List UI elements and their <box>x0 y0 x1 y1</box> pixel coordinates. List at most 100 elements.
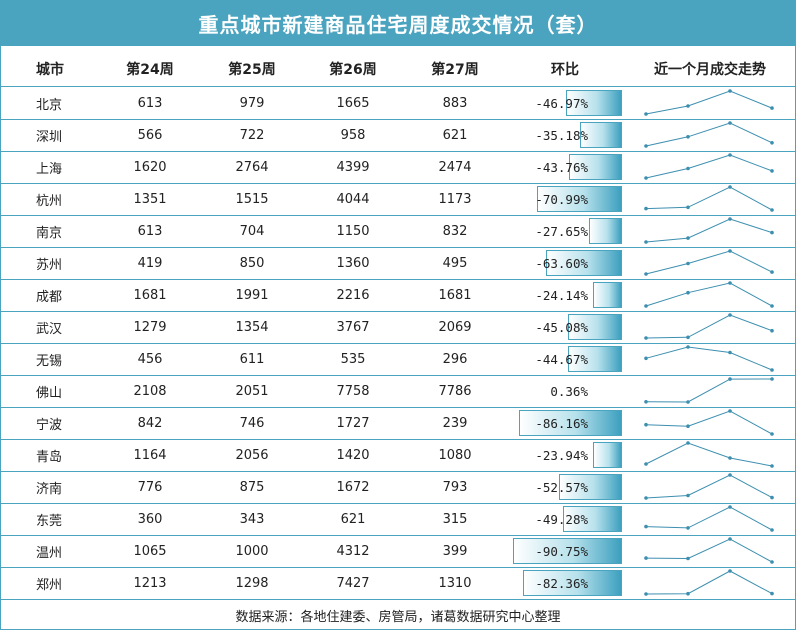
header-city: 城市 <box>36 62 64 78</box>
week-value-cell: 1354 <box>235 319 269 335</box>
change-bar <box>558 474 622 500</box>
change-percent: -46.97% <box>535 95 588 111</box>
trend-sparkline <box>644 217 774 244</box>
trend-point <box>686 591 690 596</box>
trend-point <box>770 377 774 381</box>
trend-point <box>686 166 690 171</box>
trend-line <box>645 250 773 275</box>
trend-line <box>645 154 773 179</box>
city-cell: 宁波 <box>36 417 63 433</box>
trend-point <box>728 569 732 573</box>
city-cell: 南京 <box>36 225 63 241</box>
table-row: 青岛 1164 2056 1420 1080 -23.94% <box>0 439 796 472</box>
week-value-cell: 7427 <box>336 575 370 591</box>
week-value-cell: 535 <box>340 351 366 367</box>
week-value-cell: 1351 <box>133 191 167 207</box>
table-row: 成都 1681 1991 2216 1681 -24.14% <box>0 279 796 312</box>
week-value-cell: 1420 <box>336 447 370 463</box>
week-value-cell: 875 <box>239 479 265 495</box>
change-bar <box>569 154 622 180</box>
change-percent: -43.76% <box>535 159 588 175</box>
table-header: 城市 第24周 第25周 第26周 第27周 环比 近一个月成交走势 <box>0 52 796 87</box>
trend-point <box>770 304 774 308</box>
week-value-cell: 419 <box>137 255 163 271</box>
week-value-cell: 793 <box>442 479 468 495</box>
trend-point <box>644 272 648 276</box>
trend-point <box>686 441 690 445</box>
change-percent: -70.99% <box>535 191 588 207</box>
trend-sparkline <box>644 569 774 596</box>
week-value-cell: 1620 <box>133 159 167 175</box>
week-value-cell: 1515 <box>235 191 269 207</box>
trend-line <box>645 410 773 435</box>
trend-point <box>644 304 648 308</box>
week-value-cell: 4312 <box>336 543 370 559</box>
trend-point <box>686 335 690 340</box>
week-value-cell: 613 <box>137 223 163 239</box>
trend-point <box>644 556 648 560</box>
header-change: 环比 <box>551 62 579 78</box>
change-percent: -82.36% <box>535 575 588 591</box>
header-week25: 第25周 <box>228 62 276 78</box>
trend-line <box>645 474 773 499</box>
change-bar <box>593 442 622 468</box>
trend-point <box>644 144 648 148</box>
week-value-cell: 746 <box>239 415 265 431</box>
trend-point <box>686 400 690 404</box>
change-percent: -90.75% <box>535 543 588 559</box>
change-bar <box>562 506 622 532</box>
trend-point <box>686 493 690 498</box>
table-row: 南京 613 704 1150 832 -27.65% <box>0 215 796 248</box>
week-value-cell: 456 <box>137 351 163 367</box>
trend-point <box>644 112 648 116</box>
change-percent: -24.14% <box>535 287 588 303</box>
trend-point <box>770 141 774 145</box>
trend-line <box>645 90 773 115</box>
city-cell: 武汉 <box>36 321 63 337</box>
trend-line <box>645 282 773 307</box>
trend-point <box>770 432 774 436</box>
trend-point <box>728 456 732 460</box>
week-value-cell: 1080 <box>438 447 472 463</box>
trend-point <box>644 422 648 427</box>
trend-sparkline <box>644 505 774 532</box>
trend-point <box>644 336 648 340</box>
trend-line <box>645 442 773 467</box>
change-bar <box>565 90 622 116</box>
change-percent: -23.94% <box>535 447 588 463</box>
table-row: 济南 776 875 1672 793 -52.57% <box>0 471 796 504</box>
city-cell: 杭州 <box>36 193 63 209</box>
change-bar <box>518 410 622 436</box>
week-value-cell: 1310 <box>438 575 472 591</box>
change-percent: -44.67% <box>535 351 588 367</box>
week-value-cell: 704 <box>239 223 265 239</box>
change-percent: -45.08% <box>535 319 588 335</box>
week-value-cell: 566 <box>137 127 163 143</box>
change-bar <box>536 186 622 212</box>
city-cell: 郑州 <box>36 577 63 593</box>
trend-point <box>686 135 690 139</box>
trend-point <box>728 313 732 317</box>
week-value-cell: 621 <box>340 511 366 527</box>
week-value-cell: 495 <box>442 255 468 271</box>
trend-point <box>686 290 690 295</box>
trend-point <box>728 217 732 221</box>
header-week26: 第26周 <box>329 62 377 78</box>
trend-line <box>645 314 773 339</box>
trend-line <box>645 378 773 403</box>
week-value-cell: 850 <box>239 255 265 271</box>
trend-point <box>728 350 732 355</box>
trend-point <box>770 169 774 173</box>
trend-line <box>645 570 773 595</box>
table-row: 武汉 1279 1354 3767 2069 -45.08% <box>0 311 796 344</box>
trend-point <box>644 496 648 500</box>
trend-point <box>770 495 774 500</box>
week-value-cell: 2216 <box>336 287 370 303</box>
trend-sparkline <box>644 409 774 436</box>
week-value-cell: 1360 <box>336 255 370 271</box>
week-value-cell: 2056 <box>235 447 269 463</box>
trend-line <box>645 346 773 371</box>
change-percent: -49.28% <box>535 511 588 527</box>
city-cell: 佛山 <box>36 385 63 401</box>
table-row: 佛山 2108 2051 7758 7786 0.36% <box>0 375 796 408</box>
